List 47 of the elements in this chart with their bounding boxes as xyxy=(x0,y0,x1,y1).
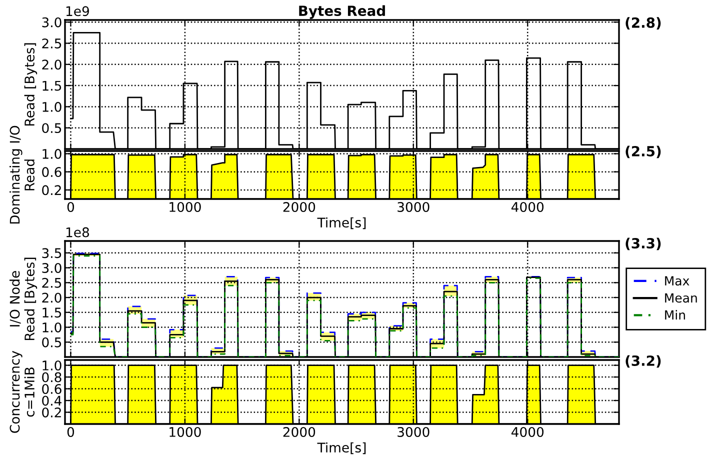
y-tick-label: 0.2 xyxy=(42,407,61,418)
text: (2.8) xyxy=(626,17,661,30)
y-tick-label: 2.5 xyxy=(42,38,62,48)
x-tick-label: 3000 xyxy=(398,427,430,437)
y-tick-label: 2.5 xyxy=(42,278,62,288)
y-tick-label: 0.8 xyxy=(42,372,62,382)
y-tick-label: 2.0 xyxy=(42,292,62,303)
y-tick-label: 3.0 xyxy=(42,17,62,28)
y-tick-label: 2.0 xyxy=(42,60,62,70)
y-tick-label: 3.5 xyxy=(42,248,62,258)
x-tick-label: 0 xyxy=(67,427,74,437)
chart-title: Bytes Read xyxy=(299,5,385,19)
text: (2.5) xyxy=(626,146,661,158)
text: (3.3) xyxy=(626,238,661,250)
text: 1e9 xyxy=(66,6,89,16)
y-tick-label: 0.5 xyxy=(42,123,62,134)
y-axis-title: I/O Node Read [Bytes] xyxy=(10,258,38,340)
y-tick-label: 1.0 xyxy=(42,360,62,370)
y-tick-label: 0.5 xyxy=(42,337,62,348)
y-tick-label: 1.5 xyxy=(42,80,62,91)
legend-label: Max xyxy=(665,276,690,286)
y-tick-label: 0.4 xyxy=(42,396,62,406)
x-tick-label: 2000 xyxy=(283,427,316,437)
y-tick-label: 1.0 xyxy=(42,148,62,159)
y-tick-label: 0.6 xyxy=(42,167,62,178)
y-axis-title: Concurrency c=1MiB xyxy=(10,350,35,433)
x-tick-label: 0 xyxy=(67,202,74,212)
x-tick-label: 3000 xyxy=(398,202,430,212)
x-axis-title: Time[s] xyxy=(317,442,366,454)
y-tick-label: 0.2 xyxy=(42,185,61,196)
text: (3.2) xyxy=(626,355,661,368)
y-tick-label: 1.5 xyxy=(42,308,62,318)
y-axis-title: Dominating I/O Read xyxy=(10,126,35,224)
y-tick-label: 1.0 xyxy=(42,322,62,332)
y-tick-label: 3.0 xyxy=(42,262,62,273)
x-tick-label: 4000 xyxy=(511,202,544,212)
x-tick-label: 1000 xyxy=(170,427,201,437)
x-tick-label: 1000 xyxy=(170,202,201,212)
y-axis-title: Read [Bytes] xyxy=(24,43,38,126)
x-tick-label: 4000 xyxy=(511,427,544,437)
y-tick-label: 1.0 xyxy=(42,102,62,112)
x-axis-title: Time[s] xyxy=(317,217,366,230)
text: 1e8 xyxy=(66,227,90,238)
legend-label: Mean xyxy=(665,293,697,303)
x-tick-label: 2000 xyxy=(283,202,316,212)
y-tick-label: 0.6 xyxy=(42,384,62,394)
legend-label: Min xyxy=(665,310,685,320)
